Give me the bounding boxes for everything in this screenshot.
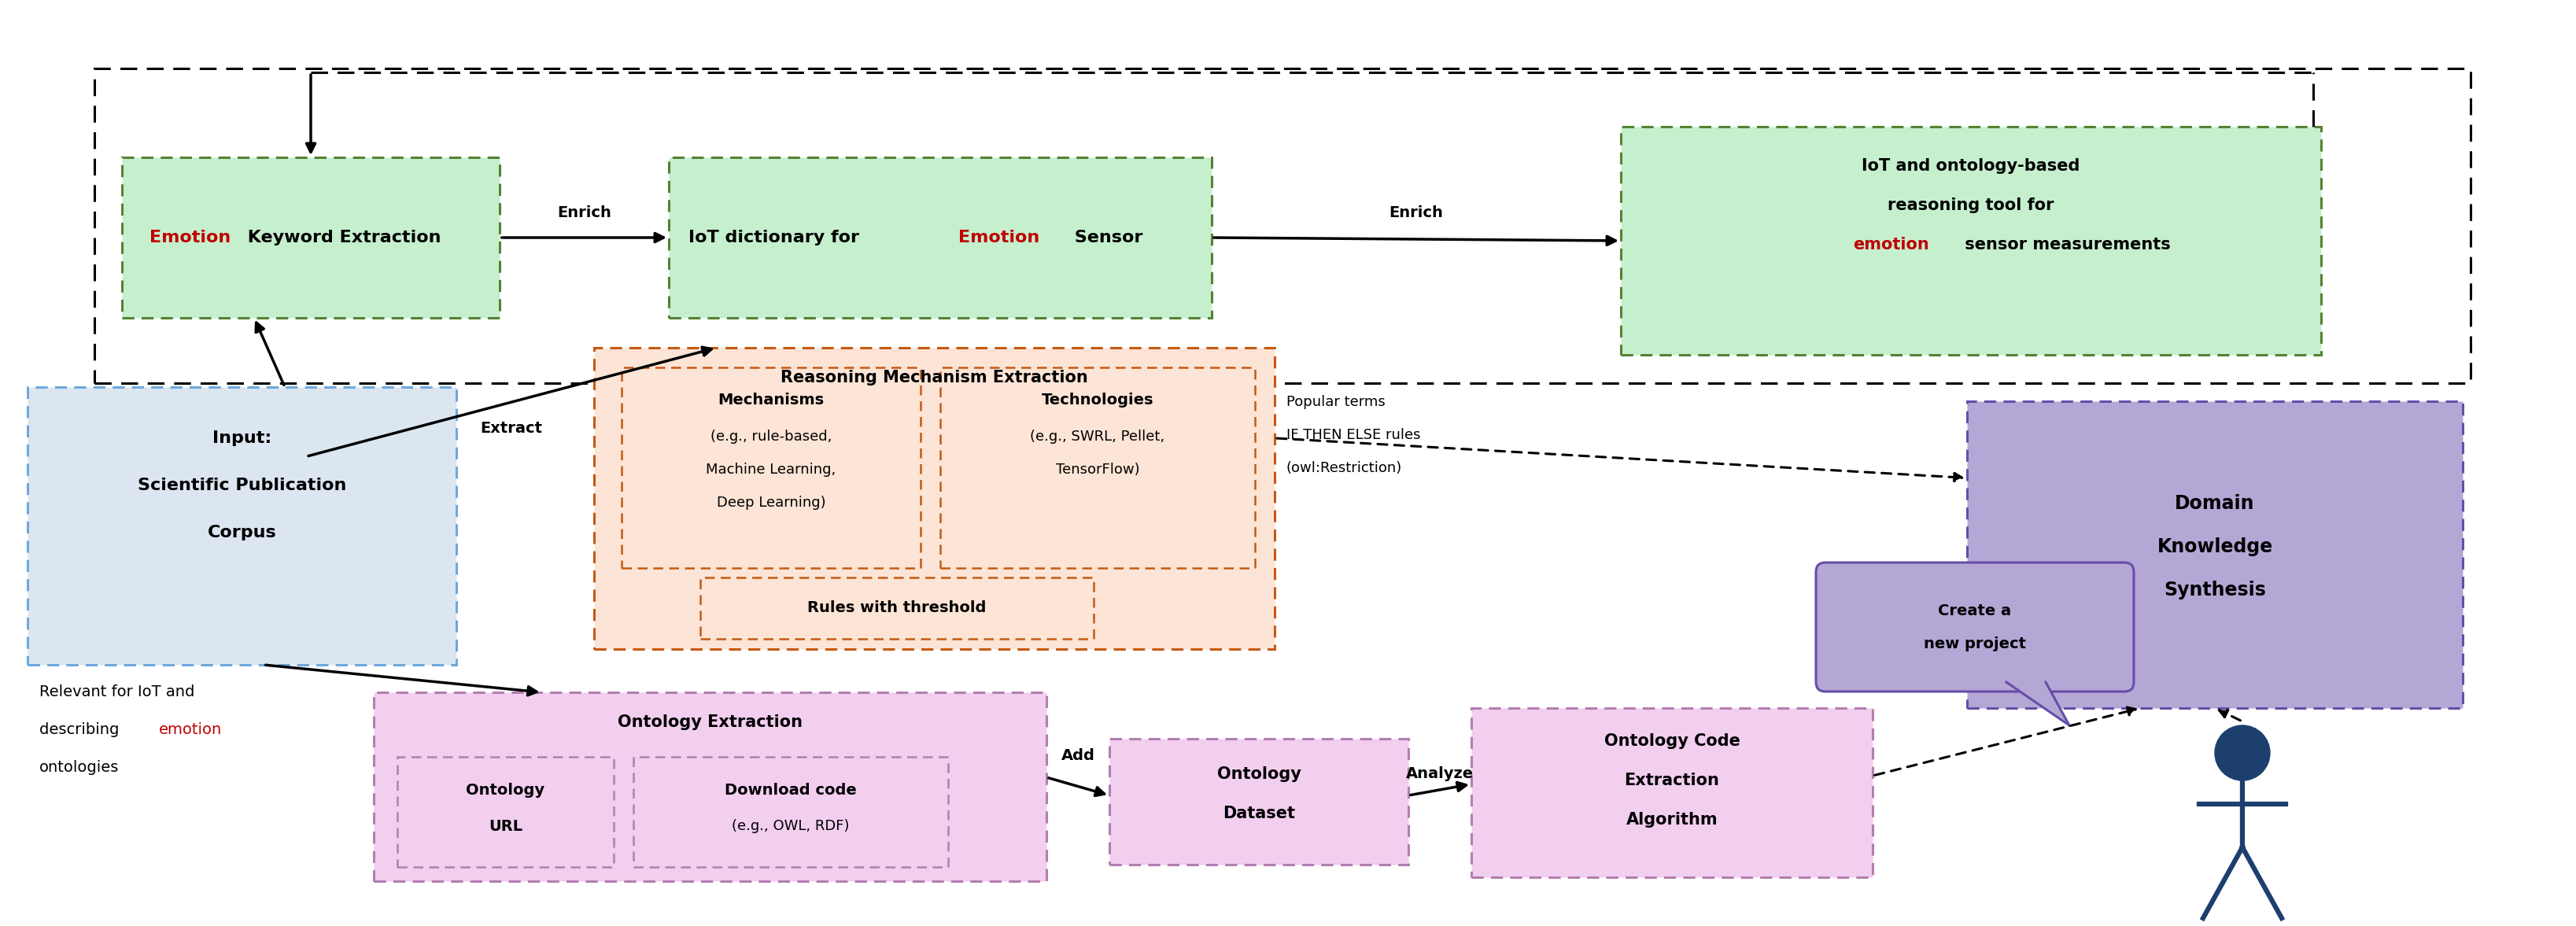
Text: emotion: emotion (1852, 237, 1929, 253)
Text: sensor measurements: sensor measurements (1960, 237, 2172, 253)
FancyBboxPatch shape (397, 757, 613, 867)
Text: Rules with threshold: Rules with threshold (806, 601, 987, 616)
FancyBboxPatch shape (121, 157, 500, 318)
Text: reasoning tool for: reasoning tool for (1888, 197, 2053, 213)
Text: Extract: Extract (479, 421, 541, 436)
Text: Download code: Download code (724, 782, 858, 797)
Text: Corpus: Corpus (209, 525, 276, 541)
FancyBboxPatch shape (701, 578, 1095, 639)
FancyBboxPatch shape (1816, 562, 2133, 692)
Text: ontologies: ontologies (39, 760, 118, 775)
Text: (e.g., OWL, RDF): (e.g., OWL, RDF) (732, 819, 850, 833)
FancyBboxPatch shape (1620, 127, 2321, 355)
FancyBboxPatch shape (621, 368, 920, 568)
Text: Input:: Input: (211, 431, 270, 446)
Text: Emotion: Emotion (958, 230, 1041, 245)
Text: Add: Add (1061, 748, 1095, 763)
Text: Knowledge: Knowledge (2156, 537, 2272, 557)
Text: describing: describing (39, 722, 124, 737)
Text: (e.g., rule-based,: (e.g., rule-based, (711, 430, 832, 444)
Text: Popular terms: Popular terms (1285, 394, 1386, 409)
Text: TensorFlow): TensorFlow) (1056, 463, 1139, 477)
Text: Scientific Publication: Scientific Publication (137, 478, 345, 494)
Text: Domain: Domain (2174, 494, 2254, 513)
Text: Analyze: Analyze (1406, 767, 1473, 782)
Text: Enrich: Enrich (556, 206, 611, 220)
Text: Dataset: Dataset (1224, 806, 1296, 821)
Text: new project: new project (1924, 637, 2025, 652)
Text: Enrich: Enrich (1388, 206, 1443, 220)
Text: Reasoning Mechanism Extraction: Reasoning Mechanism Extraction (781, 369, 1087, 385)
FancyBboxPatch shape (28, 387, 456, 665)
Text: Emotion: Emotion (149, 230, 232, 245)
Text: Create a: Create a (1937, 604, 2012, 619)
FancyBboxPatch shape (634, 757, 948, 867)
Text: Algorithm: Algorithm (1625, 812, 1718, 828)
Text: (owl:Restriction): (owl:Restriction) (1285, 461, 1401, 475)
Text: Relevant for IoT and: Relevant for IoT and (39, 684, 196, 699)
Text: emotion: emotion (160, 722, 222, 737)
FancyBboxPatch shape (595, 348, 1275, 649)
FancyBboxPatch shape (940, 368, 1255, 568)
Text: Mechanisms: Mechanisms (719, 393, 824, 408)
Text: IoT dictionary for: IoT dictionary for (688, 230, 866, 245)
Text: Ontology Code: Ontology Code (1605, 733, 1739, 749)
Circle shape (2215, 725, 2269, 781)
Text: Extraction: Extraction (1625, 772, 1721, 788)
Text: Sensor: Sensor (1069, 230, 1144, 245)
Text: IoT and ontology-based: IoT and ontology-based (1862, 158, 2079, 174)
Text: Keyword Extraction: Keyword Extraction (242, 230, 440, 245)
Polygon shape (2007, 682, 2069, 725)
Text: (e.g., SWRL, Pellet,: (e.g., SWRL, Pellet, (1030, 430, 1164, 444)
Text: Deep Learning): Deep Learning) (716, 495, 824, 510)
Text: URL: URL (489, 819, 523, 833)
FancyBboxPatch shape (670, 157, 1211, 318)
Text: IF THEN ELSE rules: IF THEN ELSE rules (1285, 428, 1419, 442)
FancyBboxPatch shape (1471, 708, 1873, 877)
Text: Ontology Extraction: Ontology Extraction (618, 714, 804, 730)
Text: Technologies: Technologies (1041, 393, 1154, 408)
FancyBboxPatch shape (1110, 739, 1409, 865)
FancyBboxPatch shape (374, 693, 1046, 882)
Text: Ontology: Ontology (466, 782, 546, 797)
FancyBboxPatch shape (1968, 401, 2463, 708)
Text: Synthesis: Synthesis (2164, 581, 2267, 599)
Text: Ontology: Ontology (1216, 767, 1301, 782)
Text: Machine Learning,: Machine Learning, (706, 463, 837, 477)
